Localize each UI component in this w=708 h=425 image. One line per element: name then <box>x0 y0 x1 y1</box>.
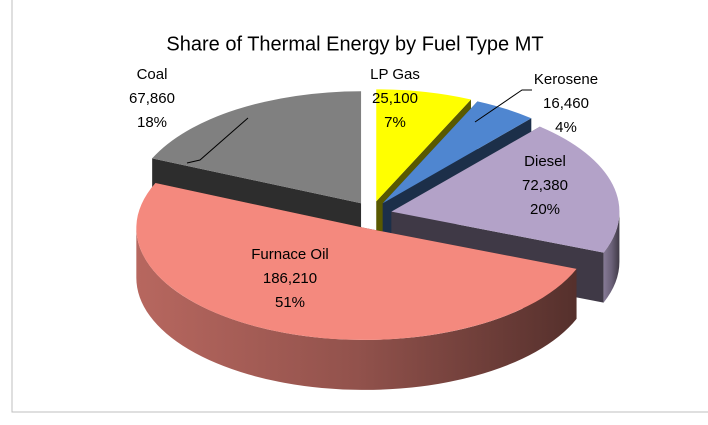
slice <box>376 89 471 202</box>
slice-wall <box>603 211 620 303</box>
slice <box>152 91 362 204</box>
data-label-value: 25,100 <box>372 90 418 107</box>
data-label-percent: 4% <box>555 119 577 136</box>
data-label-name: Kerosene <box>534 71 598 88</box>
data-label-name: Coal <box>137 66 168 83</box>
data-label-value: 186,210 <box>263 270 317 287</box>
data-label-value: 67,860 <box>129 90 175 107</box>
chart-frame <box>11 0 708 413</box>
data-label-name: Furnace Oil <box>251 246 329 263</box>
data-label-percent: 20% <box>530 201 560 218</box>
slice <box>136 183 577 340</box>
data-label-percent: 18% <box>137 114 167 131</box>
data-label-percent: 7% <box>384 114 406 131</box>
slice-wall <box>136 227 577 390</box>
data-label-value: 16,460 <box>543 95 589 112</box>
leader-line <box>186 117 249 164</box>
chart-title: Share of Thermal Energy by Fuel Type MT <box>166 33 543 55</box>
data-label-percent: 51% <box>275 294 305 311</box>
slice <box>391 126 620 253</box>
data-label-name: Diesel <box>524 153 566 170</box>
leader-line <box>474 89 532 123</box>
data-label-name: LP Gas <box>370 66 420 83</box>
data-label-value: 72,380 <box>522 177 568 194</box>
slice <box>382 101 532 204</box>
